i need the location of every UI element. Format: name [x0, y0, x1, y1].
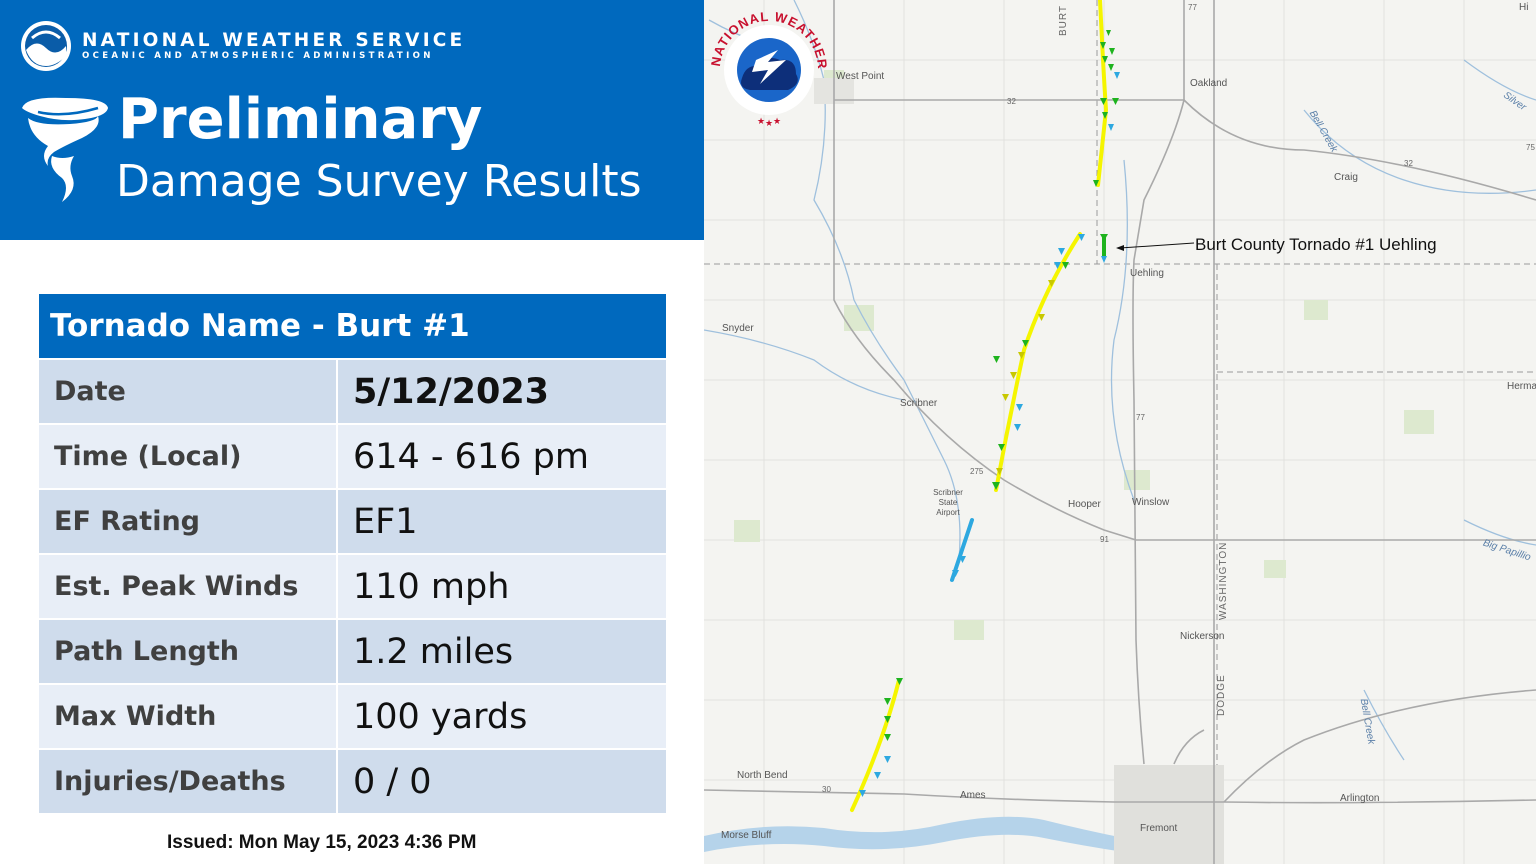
max-width-value: 100 yards [337, 683, 666, 749]
place-west-point: West Point [836, 71, 885, 82]
county-dodge: DODGE [1216, 674, 1227, 716]
row-ef-rating: EF Rating EF1 [39, 488, 666, 554]
map-canvas: 32 77 77 275 91 30 32 75 [704, 0, 1536, 864]
route-77-a: 77 [1188, 3, 1197, 12]
damage-markers [859, 30, 1120, 797]
place-scribner-airport: Scribner State Airport [933, 488, 963, 517]
row-max-width: Max Width 100 yards [39, 683, 666, 749]
annotation-arrowhead [1116, 245, 1124, 251]
damage-track-map[interactable]: 32 77 77 275 91 30 32 75 [704, 0, 1536, 864]
place-arlington: Arlington [1340, 793, 1380, 804]
place-ames: Ames [960, 790, 986, 801]
path-length-value: 1.2 miles [337, 618, 666, 684]
tornado-icon [22, 97, 108, 202]
county-boundaries [704, 0, 1536, 780]
time-value: 614 - 616 pm [337, 423, 666, 489]
row-injuries-deaths: Injuries/Deaths 0 / 0 [39, 748, 666, 813]
time-label: Time (Local) [39, 423, 338, 489]
date-value: 5/12/2023 [337, 358, 666, 424]
svg-text:★: ★ [765, 119, 773, 129]
place-nickerson: Nickerson [1180, 631, 1225, 642]
place-hooper: Hooper [1068, 499, 1101, 510]
peak-winds-label: Est. Peak Winds [39, 553, 338, 619]
fremont-urban-area [1114, 765, 1224, 864]
place-north-bend: North Bend [737, 770, 788, 781]
title-preliminary: Preliminary [118, 87, 483, 152]
route-275: 275 [970, 467, 984, 476]
row-date: Date 5/12/2023 [39, 358, 666, 424]
place-winslow: Winslow [1132, 497, 1170, 508]
tornado-info-table: Tornado Name - Burt #1 Date 5/12/2023 Ti… [39, 294, 666, 813]
title-damage-survey: Damage Survey Results [116, 156, 642, 207]
route-32-a: 32 [1007, 97, 1016, 106]
issued-timestamp: Issued: Mon May 15, 2023 4:36 PM [167, 832, 477, 853]
place-fremont: Fremont [1140, 823, 1178, 834]
ef-rating-value: EF1 [337, 488, 666, 554]
table-header-row: Tornado Name - Burt #1 [39, 294, 666, 359]
ef-rating-label: EF Rating [39, 488, 338, 554]
place-oakland: Oakland [1190, 78, 1228, 89]
tornado-annotation-label: Burt County Tornado #1 Uehling [1195, 235, 1437, 254]
route-numbers: 32 77 77 275 91 30 32 75 [822, 3, 1535, 794]
platte-river [704, 816, 1124, 852]
date-label: Date [39, 358, 338, 424]
peak-winds-value: 110 mph [337, 553, 666, 619]
tornado-name-heading: Tornado Name - Burt #1 [39, 294, 666, 359]
header-banner: NATIONAL WEATHER SERVICE OCEANIC AND ATM… [0, 0, 704, 240]
place-snyder: Snyder [722, 323, 754, 334]
route-91: 91 [1100, 535, 1109, 544]
noaa-logo-icon [21, 21, 71, 71]
row-peak-winds: Est. Peak Winds 110 mph [39, 553, 666, 619]
vegetation-patches [734, 70, 1434, 640]
place-uehling: Uehling [1130, 268, 1164, 279]
max-width-label: Max Width [39, 683, 338, 749]
agency-name: NATIONAL WEATHER SERVICE [82, 30, 466, 51]
place-hi: Hi [1519, 2, 1529, 13]
track-burt-north [1096, 0, 1109, 187]
place-morse-bluff: Morse Bluff [721, 830, 772, 841]
roads [704, 0, 1536, 864]
injuries-deaths-label: Injuries/Deaths [39, 748, 338, 813]
injuries-deaths-value: 0 / 0 [337, 748, 666, 813]
nws-logo-icon: NATIONAL WEATHER SERVICE ★★★ [704, 0, 829, 129]
path-length-label: Path Length [39, 618, 338, 684]
annotation-leader [1119, 242, 1195, 249]
track-north-bend [850, 678, 901, 812]
route-77-b: 77 [1136, 413, 1145, 422]
county-burt: BURT [1058, 4, 1069, 36]
svg-text:★: ★ [773, 117, 781, 127]
place-scribner: Scribner [900, 398, 938, 409]
place-herman: Herma [1507, 381, 1536, 392]
route-75: 75 [1526, 143, 1535, 152]
route-30: 30 [822, 785, 831, 794]
route-32-b: 32 [1404, 159, 1413, 168]
row-time: Time (Local) 614 - 616 pm [39, 423, 666, 489]
place-craig: Craig [1334, 172, 1358, 183]
track-burt-1 [994, 232, 1082, 492]
county-washington: WASHINGTON [1218, 541, 1229, 620]
row-path-length: Path Length 1.2 miles [39, 618, 666, 684]
svg-text:★: ★ [757, 117, 765, 127]
tornado-tracks [850, 0, 1109, 812]
agency-subtitle: OCEANIC AND ATMOSPHERIC ADMINISTRATION [82, 51, 434, 61]
